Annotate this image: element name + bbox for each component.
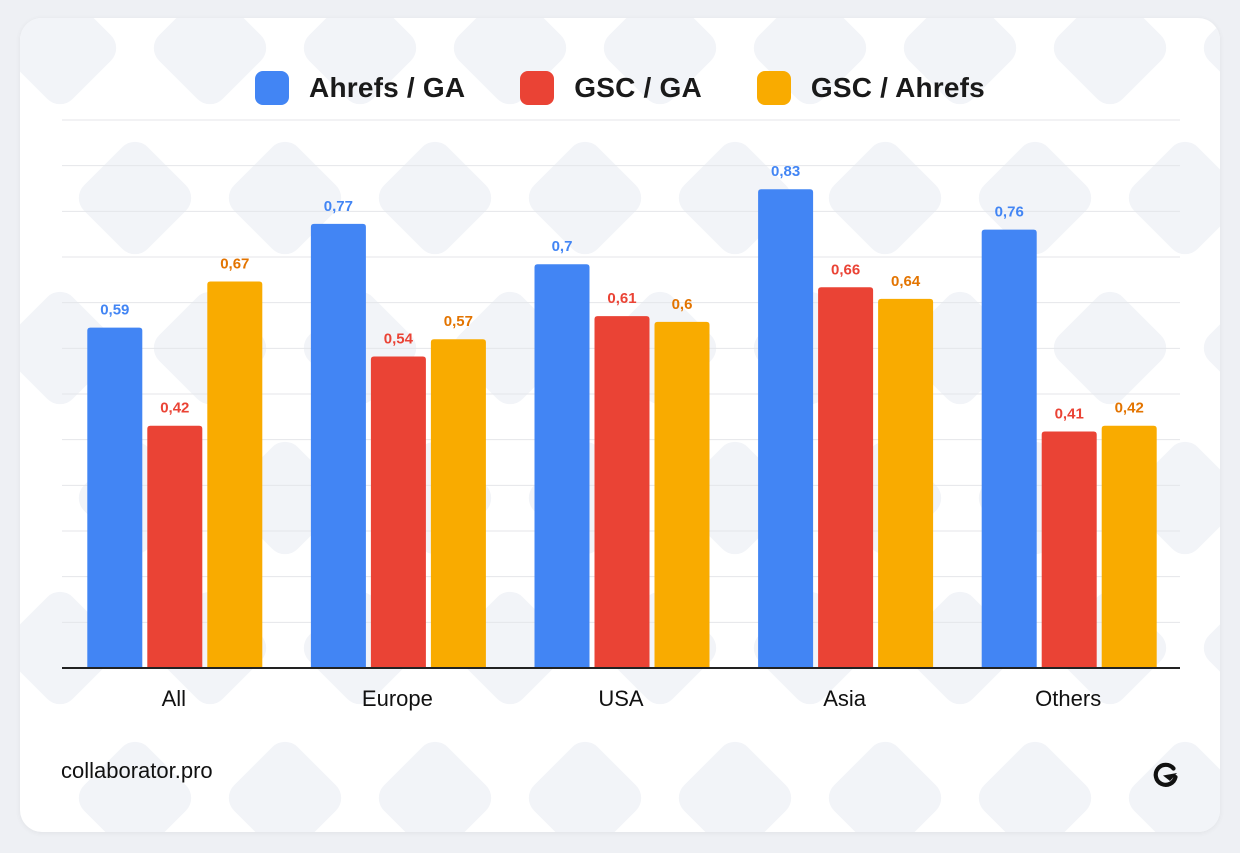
bar-chart: 0,59 0,42 0,67 All 0,77 0,54 0,57 Europe 0,7 0,61… (62, 119, 1180, 711)
data-label: 0,76 (995, 204, 1024, 221)
bar-all-series-3 (207, 281, 263, 668)
x-tick-label: USA (598, 686, 644, 711)
bar-europe-series-3 (430, 339, 486, 668)
chart-legend: Ahrefs / GA GSC / GA GSC / Ahrefs (20, 68, 1220, 108)
data-label: 0,64 (891, 273, 921, 290)
legend-label: Ahrefs / GA (309, 72, 466, 103)
data-label: 0,42 (160, 400, 189, 417)
data-label: 0,83 (771, 163, 800, 180)
legend-swatch (756, 71, 791, 105)
legend-swatch (255, 71, 290, 105)
data-label: 0,7 (552, 238, 573, 255)
bar-asia-series-1 (758, 189, 814, 668)
legend-swatch (520, 71, 555, 105)
bar-others-series-3 (1101, 425, 1157, 668)
collaborator-logo-icon (1153, 762, 1178, 787)
legend-item: Ahrefs / GA (255, 71, 465, 105)
bar-others-series-2 (1041, 431, 1097, 668)
bar-usa-series-3 (654, 321, 710, 668)
data-label: 0,61 (607, 290, 636, 307)
data-label: 0,6 (672, 296, 693, 313)
x-tick-label: Asia (823, 686, 867, 711)
bar-others-series-1 (981, 229, 1037, 668)
data-label: 0,66 (831, 261, 860, 278)
bar-europe-series-1 (310, 223, 366, 668)
data-label: 0,57 (444, 313, 473, 330)
legend-label: GSC / Ahrefs (810, 72, 985, 103)
chart-card: Ahrefs / GA GSC / GA GSC / Ahrefs 0,59 0,42… (20, 18, 1220, 832)
bar-all-series-2 (147, 425, 203, 668)
data-label: 0,59 (100, 302, 129, 319)
bar-europe-series-2 (370, 356, 426, 668)
bar-asia-series-3 (878, 298, 934, 668)
data-label: 0,42 (1115, 400, 1144, 417)
legend-label: GSC / GA (574, 72, 702, 103)
legend-item: GSC / GA (520, 71, 702, 105)
bar-usa-series-1 (534, 264, 590, 668)
legend-item: GSC / Ahrefs (756, 71, 985, 105)
data-label: 0,77 (324, 198, 353, 215)
bar-usa-series-2 (594, 316, 650, 668)
bar-asia-series-2 (818, 287, 874, 668)
x-tick-label: All (162, 686, 186, 711)
data-label: 0,54 (384, 331, 414, 348)
x-tick-label: Others (1035, 686, 1101, 711)
x-tick-label: Europe (362, 686, 433, 711)
data-label: 0,67 (220, 256, 249, 273)
footer-site-name: collaborator.pro (61, 758, 213, 783)
bar-all-series-1 (87, 327, 143, 668)
data-label: 0,41 (1055, 405, 1084, 422)
